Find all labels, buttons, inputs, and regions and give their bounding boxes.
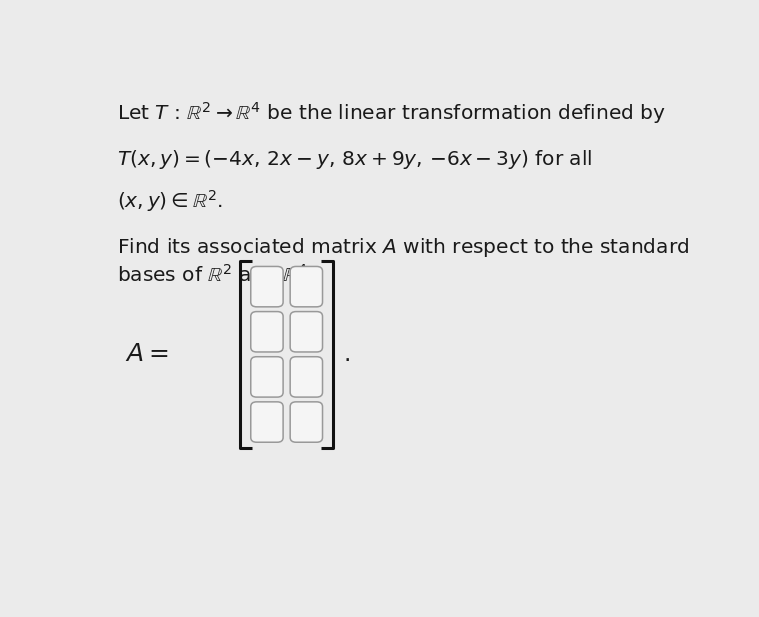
Text: $(x, y) \in \mathbb{R}^2.$: $(x, y) \in \mathbb{R}^2.$ [117,188,223,214]
Text: bases of $\mathbb{R}^2$ and $\mathbb{R}^4$.: bases of $\mathbb{R}^2$ and $\mathbb{R}^… [117,264,313,286]
FancyBboxPatch shape [250,267,283,307]
FancyBboxPatch shape [290,267,323,307]
FancyBboxPatch shape [250,357,283,397]
FancyBboxPatch shape [290,357,323,397]
FancyBboxPatch shape [290,312,323,352]
FancyBboxPatch shape [250,312,283,352]
Text: $A =$: $A =$ [125,342,169,366]
Text: .: . [344,343,351,366]
Text: Let $T$ : $\mathbb{R}^2 \rightarrow \mathbb{R}^4$ be the linear transformation d: Let $T$ : $\mathbb{R}^2 \rightarrow \mat… [117,100,666,126]
Text: Find its associated matrix $A$ with respect to the standard: Find its associated matrix $A$ with resp… [117,236,689,259]
Text: $T(x, y) = (-4x,\, 2x - y,\, 8x + 9y,\, {-6x} - 3y)$ for all: $T(x, y) = (-4x,\, 2x - y,\, 8x + 9y,\, … [117,147,593,171]
FancyBboxPatch shape [250,402,283,442]
FancyBboxPatch shape [290,402,323,442]
